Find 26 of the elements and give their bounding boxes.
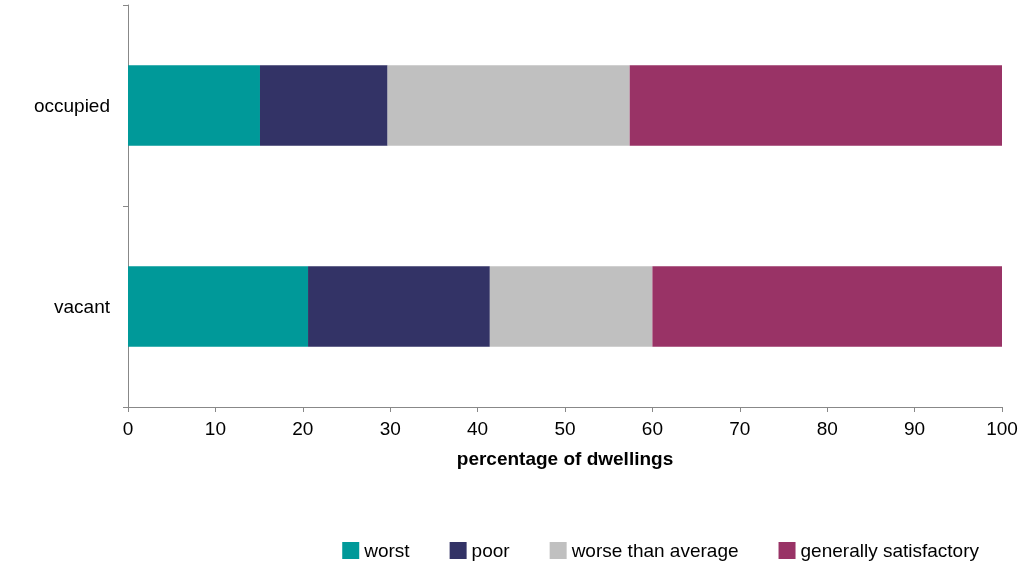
x-tick-label: 40 xyxy=(467,418,489,439)
x-tick-label: 60 xyxy=(641,418,663,439)
y-tick-label: occupied xyxy=(33,95,110,116)
legend-label: worst xyxy=(363,540,411,561)
x-tick-label: 0 xyxy=(122,418,134,439)
bar xyxy=(308,266,490,347)
x-tick-label: 100 xyxy=(986,418,1018,439)
legend-label: poor xyxy=(471,540,511,561)
x-tick-label: 70 xyxy=(729,418,751,439)
legend-label: generally satisfactory xyxy=(800,540,980,561)
bar xyxy=(652,266,1002,347)
y-tick-label: vacant xyxy=(54,296,111,317)
legend-label: worse than average xyxy=(570,540,739,561)
bar xyxy=(259,65,388,146)
bar xyxy=(489,266,653,347)
bar xyxy=(629,65,1002,146)
x-tick-label: 10 xyxy=(204,418,226,439)
bar xyxy=(128,65,260,146)
bar xyxy=(387,65,630,146)
x-tick-label: 80 xyxy=(816,418,838,439)
x-tick-label: 50 xyxy=(554,418,576,439)
x-tick-label: 20 xyxy=(292,418,314,439)
x-tick-label: 30 xyxy=(379,418,401,439)
x-tick-label: 90 xyxy=(904,418,926,439)
bar xyxy=(128,266,309,347)
x-axis-title: percentage of dwellings xyxy=(456,448,674,469)
